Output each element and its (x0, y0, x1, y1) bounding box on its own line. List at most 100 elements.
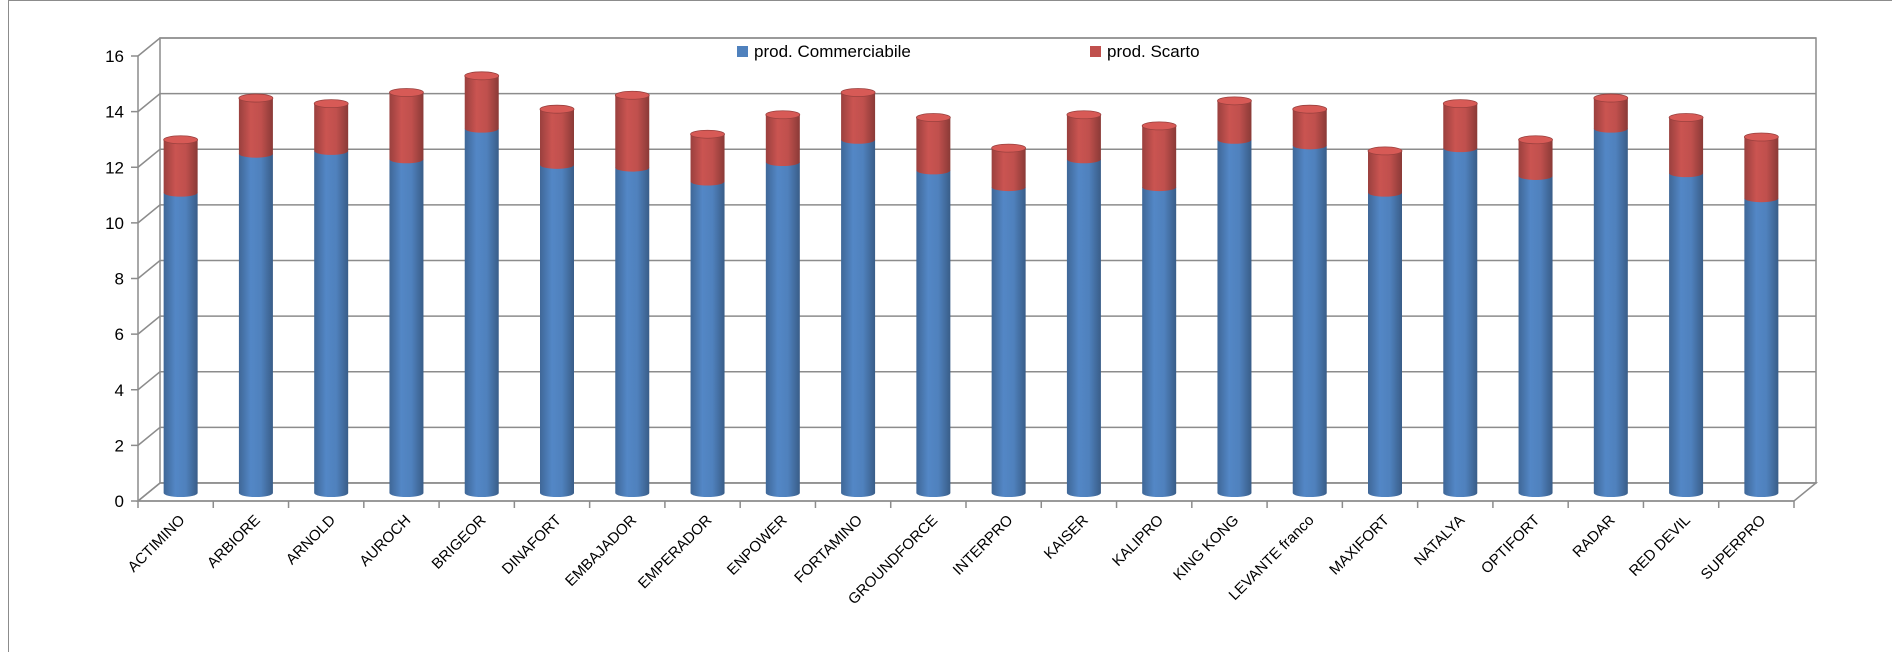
bar-segment-scarto (238, 98, 273, 158)
bar-segment-scarto (1217, 100, 1252, 144)
bar-segment-commerciabile (1292, 145, 1327, 497)
category-label: NATALYA (1411, 512, 1468, 569)
bar-segment-commerciabile (1368, 192, 1402, 497)
gridline (137, 92, 1816, 113)
x-axis: ACTIMINO ARBIORE ARNOLD AUROCH BRIGEOR DINAFO… (125, 500, 1795, 608)
bar-segment-scarto (841, 92, 876, 144)
bar-top-cap (1668, 113, 1704, 122)
bar-top-cap (539, 104, 575, 114)
gridline (137, 259, 1816, 280)
legend-swatch (737, 46, 748, 57)
gridline (137, 482, 1816, 502)
category-label: ACTIMINO (125, 512, 189, 576)
bar-top-cap (690, 129, 725, 139)
category-label: KING KONG (1170, 512, 1242, 584)
bar-segment-commerciabile (615, 167, 650, 497)
bar-segment-commerciabile (1518, 175, 1553, 497)
y-tick-label: 0 (115, 492, 124, 511)
bar-segment-commerciabile (841, 139, 876, 497)
category-label: ARBIORE (204, 512, 264, 572)
y-tick-label: 8 (115, 270, 124, 289)
bar-segment-scarto (615, 95, 650, 172)
category-label: AUROCH (356, 512, 414, 570)
gridline (137, 148, 1816, 168)
bar-top-cap (1593, 93, 1629, 103)
bar-top-cap (1066, 110, 1102, 120)
bar-top-cap (1743, 132, 1779, 142)
category-label: FORTAMINO (791, 512, 866, 587)
bar-segment-commerciabile (540, 164, 574, 497)
category-label: MAXIFORT (1326, 512, 1393, 579)
y-tick-label: 14 (105, 103, 124, 122)
bar-top-cap (1292, 104, 1328, 114)
y-tick-label: 2 (115, 436, 124, 455)
y-tick-label: 16 (105, 47, 124, 66)
bar-segment-commerciabile (1744, 198, 1779, 497)
bar-segment-commerciabile (163, 192, 198, 497)
bar-segment-scarto (389, 92, 424, 164)
bar-segment-commerciabile (1443, 148, 1478, 497)
gridline (137, 315, 1816, 335)
category-label: SUPERPRO (1698, 512, 1770, 584)
bar-top-cap (840, 88, 876, 97)
bar-segment-commerciabile (765, 162, 800, 497)
bar-segment-commerciabile (1142, 187, 1177, 497)
bar-top-cap (464, 71, 500, 81)
bar-segment-commerciabile (464, 128, 499, 497)
bar-segment-commerciabile (916, 170, 951, 497)
bar-segment-scarto (916, 117, 951, 175)
bar-top-cap (313, 99, 349, 109)
bar-top-cap (1367, 146, 1403, 156)
bar-segment-scarto (464, 75, 499, 133)
category-label: KAISER (1041, 512, 1092, 563)
chart-frame (8, 0, 1892, 652)
bar-top-cap (1518, 135, 1553, 145)
bar-top-cap (1217, 96, 1252, 106)
category-label: OPTIFORT (1478, 512, 1543, 577)
bar-segment-scarto (314, 103, 349, 155)
bars (163, 71, 1779, 497)
legend-label: prod. Commerciabile (754, 42, 911, 61)
bar-segment-commerciabile (1217, 139, 1252, 497)
bar-segment-commerciabile (314, 150, 349, 497)
category-label: ARNOLD (283, 512, 339, 568)
category-label: RED DEVIL (1626, 512, 1694, 580)
category-label: ENPOWER (724, 512, 791, 579)
bar-segment-commerciabile (238, 153, 273, 497)
legend: prod. Commerciabile prod. Scarto (737, 42, 1200, 61)
bar-segment-scarto (1518, 139, 1553, 180)
y-axis: 0 2 4 6 8 10 12 14 16 (105, 47, 139, 511)
category-label: RADAR (1569, 512, 1618, 561)
category-label: EMBAJADOR (562, 512, 640, 590)
bar-segment-scarto (1443, 103, 1478, 153)
gridline (137, 37, 1816, 57)
bar-segment-commerciabile (690, 181, 725, 497)
bar-segment-scarto (765, 114, 800, 167)
category-label: EMPERADOR (635, 512, 716, 593)
legend-label: prod. Scarto (1107, 42, 1200, 61)
bar-top-cap (389, 88, 424, 97)
bar-top-cap (765, 110, 801, 120)
bar-top-cap (1141, 121, 1177, 131)
gridlines (137, 37, 1816, 502)
bar-segment-commerciabile (991, 187, 1026, 497)
bar-segment-scarto (540, 109, 574, 169)
bar-segment-commerciabile (1066, 159, 1101, 497)
y-tick-label: 4 (115, 381, 124, 400)
legend-swatch (1090, 46, 1101, 57)
gridline (137, 204, 1816, 224)
bar-top-cap (614, 90, 650, 100)
category-label: BRIGEOR (429, 512, 490, 573)
bar-segment-scarto (991, 148, 1026, 192)
bar-segment-scarto (1744, 137, 1779, 203)
bar-segment-scarto (1368, 150, 1402, 197)
category-label: KALIPRO (1109, 512, 1167, 570)
bar-segment-scarto (163, 139, 198, 197)
category-label: INTERPRO (950, 512, 1017, 579)
gridline (137, 426, 1816, 446)
bar-top-cap (915, 113, 951, 122)
bar-segment-scarto (1593, 98, 1628, 133)
category-label: DINAFORT (499, 512, 565, 578)
bar-top-cap (238, 93, 274, 103)
